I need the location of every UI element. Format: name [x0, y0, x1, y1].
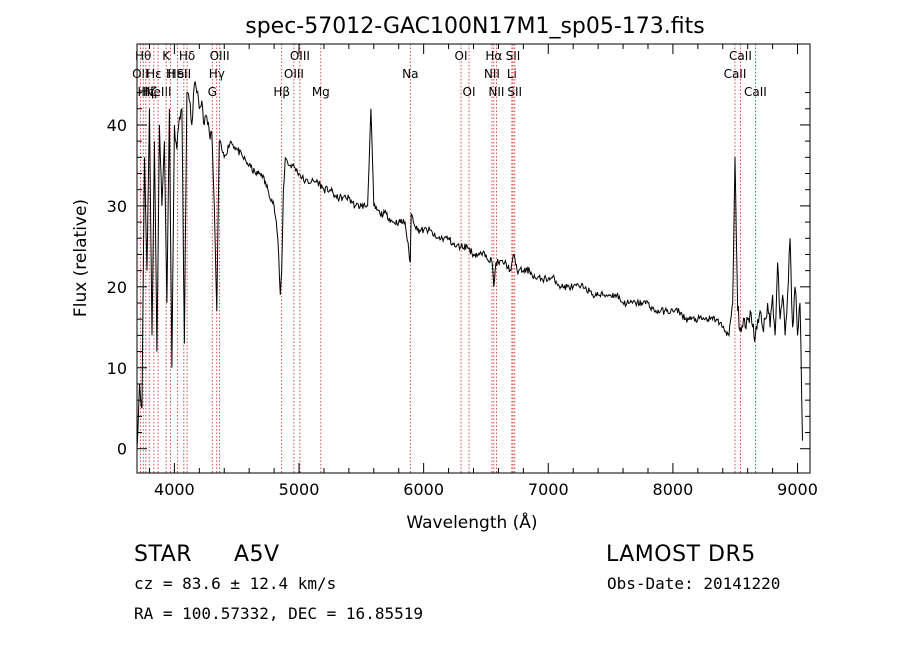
spectral-line-label: Hη: [138, 85, 155, 99]
spectral-line-label: SII: [506, 49, 521, 63]
coordinates: RA = 100.57332, DEC = 16.85519: [134, 604, 423, 623]
y-axis-label: Flux (relative): [71, 199, 91, 317]
spectrum-line: [136, 81, 803, 449]
x-axis-label: Wavelength (Å): [406, 511, 537, 533]
spectral-line-label: OI: [463, 85, 476, 99]
spectral-line-label: Hδ: [179, 49, 195, 63]
x-tick-label: 5000: [279, 480, 320, 499]
spectral-line-label: Li: [507, 67, 517, 81]
x-tick-label: 7000: [528, 480, 569, 499]
spectral-line-label: K: [162, 49, 171, 63]
y-tick-label: 0: [117, 440, 127, 459]
y-tick-label: 40: [107, 116, 127, 135]
spectral-line-label: Hζ: [141, 85, 157, 99]
y-tick-label: 10: [107, 359, 127, 378]
spectral-line-label: CaII: [724, 67, 747, 81]
y-tick-label: 20: [107, 278, 127, 297]
spectral-line-label: Hθ: [135, 49, 151, 63]
spectral-line-label: NII: [488, 85, 504, 99]
spectral-line-label: NII: [484, 67, 500, 81]
x-tick-label: 9000: [777, 480, 818, 499]
spectral-line-label: Na: [402, 67, 418, 81]
survey-name: LAMOST DR5: [606, 542, 756, 567]
spectral-line-label: NeIII: [145, 85, 172, 99]
spectral-line-label: HeI: [168, 67, 188, 81]
spectral-line-label: OIII: [290, 49, 310, 63]
redshift-velocity: cz = 83.6 ± 12.4 km/s: [134, 574, 337, 593]
chart-title: spec-57012-GAC100N17M1_sp05-173.fits: [245, 14, 705, 39]
plot-frame: [136, 43, 811, 474]
spectral-line-label: Hγ: [209, 67, 225, 81]
spectral-line-label: Hα: [485, 49, 502, 63]
spectral-line-label: Hε: [146, 67, 162, 81]
spectral-line-label: G: [208, 85, 217, 99]
object-class: STAR: [134, 542, 193, 567]
x-tick-label: 4000: [154, 480, 195, 499]
y-tick-label: 30: [107, 197, 127, 216]
spectral-line-label: SII: [177, 67, 192, 81]
x-tick-label: 8000: [653, 480, 694, 499]
axis-ticks: 4000 5000 6000 7000 8000 9000 0 10 20 30 40: [107, 44, 818, 499]
x-tick-label: 6000: [403, 480, 444, 499]
spectral-line-label: CaII: [729, 49, 752, 63]
spectral-line-label: OIII: [284, 67, 304, 81]
spectrum-chart: spec-57012-GAC100N17M1_sp05-173.fits OII…: [71, 14, 818, 533]
observation-date: Obs-Date: 20141220: [607, 574, 781, 593]
spectral-line-label: Mg: [312, 85, 330, 99]
spectral-line-label: OIII: [210, 49, 230, 63]
spectral-line-label: SII: [507, 85, 522, 99]
spectral-line-label: Hβ: [273, 85, 290, 99]
spectral-line-label: H: [166, 67, 175, 81]
spectral-line-label: CaII: [744, 85, 767, 99]
spectral-line-label: OII: [132, 67, 149, 81]
spectral-subclass: A5V: [234, 542, 280, 567]
spectral-line-label: OI: [455, 49, 468, 63]
